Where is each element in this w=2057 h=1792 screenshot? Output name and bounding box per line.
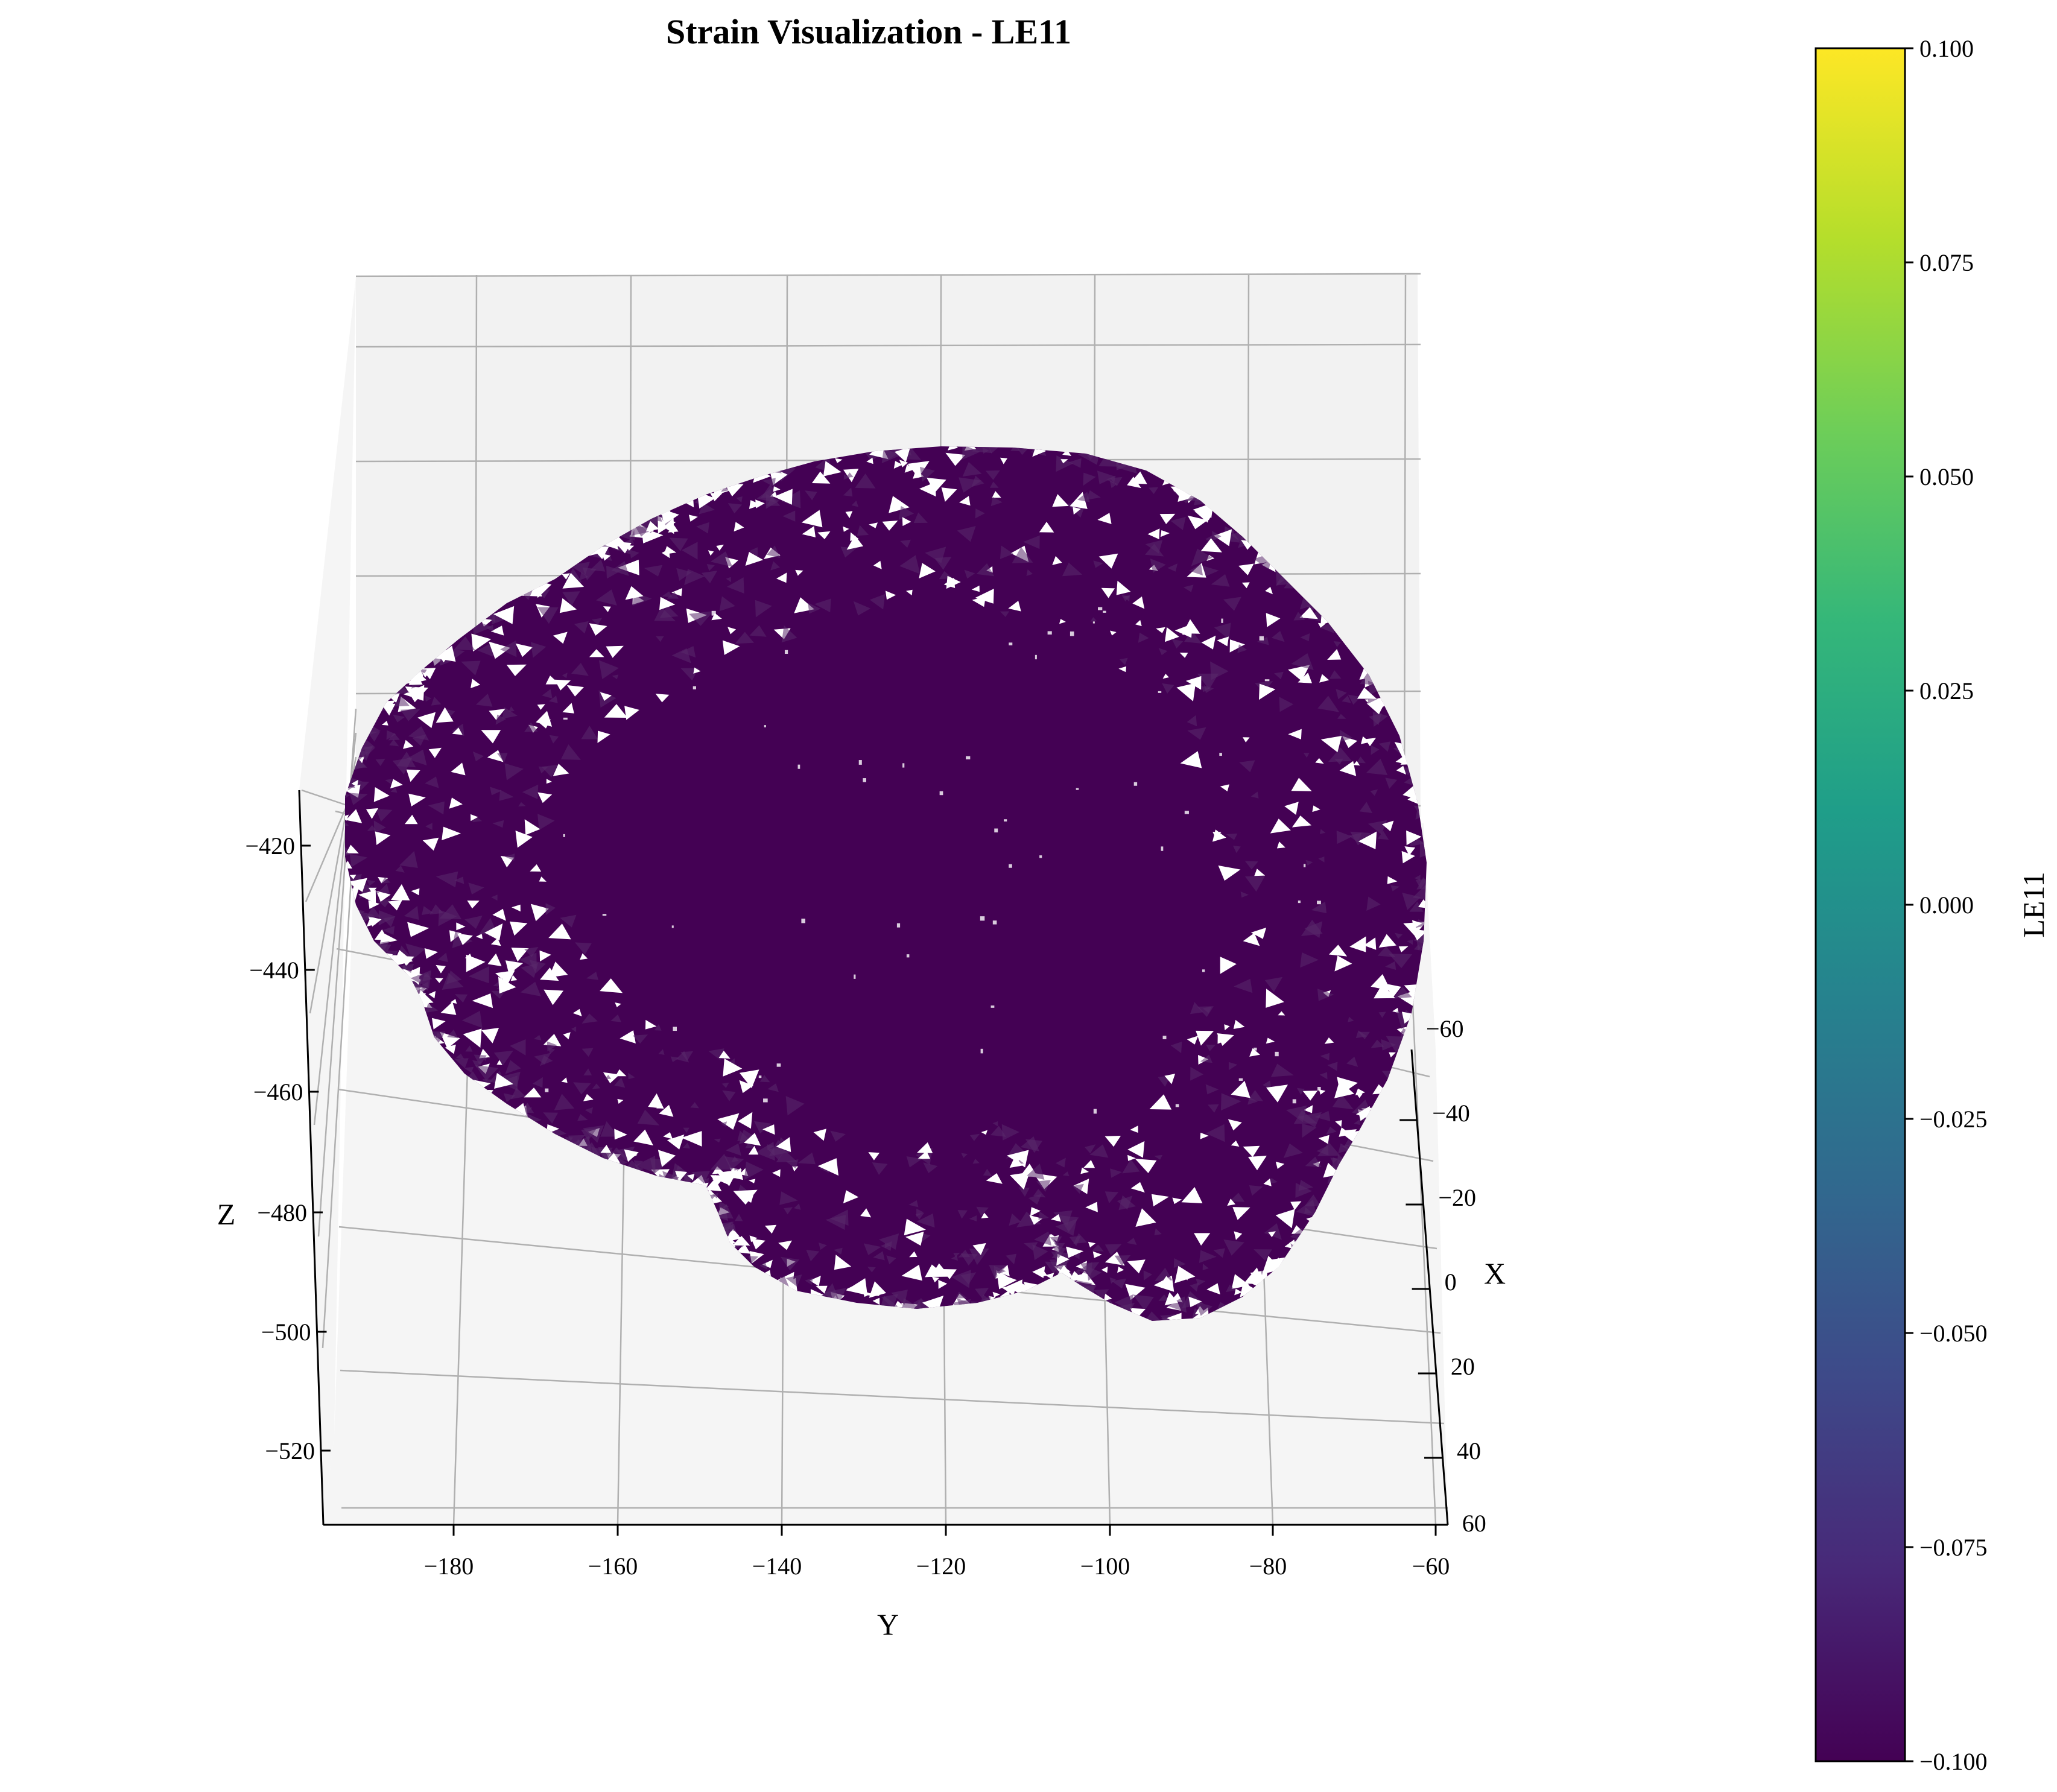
y-tick-label: −180	[424, 1553, 474, 1580]
x-tick-label: −60	[1426, 1015, 1464, 1042]
grid-line	[355, 343, 1421, 348]
colorbar-tick-label: 0.000	[1919, 891, 1974, 919]
x-tick-label: 40	[1457, 1437, 1481, 1464]
plot-3d: −420 −440 −460 −480 −500 −520 −180 −160 −140 −12…	[217, 273, 1506, 1641]
x-axis-line	[1410, 1049, 1449, 1525]
x-tick-label: −40	[1432, 1100, 1470, 1127]
z-axis-label: Z	[217, 1197, 236, 1231]
colorbar-label: LE11	[2017, 872, 2050, 937]
y-tick-label: −80	[1249, 1553, 1287, 1580]
x-axis-label: X	[1484, 1256, 1506, 1290]
axis-lines	[298, 790, 1449, 1526]
colorbar-tick-label: 0.075	[1919, 249, 1974, 276]
colorbar-tick-label: −0.025	[1919, 1106, 1988, 1133]
z-tick-label: −460	[253, 1078, 303, 1106]
y-tick-label: −160	[588, 1553, 638, 1580]
colorbar-tick-label: −0.075	[1919, 1534, 1988, 1561]
x-axis-ticks: −60 −40 −20 0 20 40 60	[1399, 1015, 1486, 1537]
colorbar-tick-label: −0.100	[1919, 1748, 1988, 1775]
grid-line	[340, 1369, 1445, 1425]
x-tick-label: 60	[1462, 1510, 1486, 1537]
grid-line	[1403, 274, 1407, 812]
chart-title: Strain Visualization - LE11	[666, 12, 1071, 51]
x-tick-label: 20	[1451, 1353, 1475, 1380]
z-axis-ticks: −420 −440 −460 −480 −500 −520	[245, 832, 331, 1464]
colorbar-tick-label: 0.050	[1919, 463, 1974, 490]
y-tick-label: −60	[1412, 1553, 1450, 1580]
grid-line	[355, 273, 1421, 277]
x-tick-label: −20	[1438, 1184, 1476, 1211]
colorbar: 0.100 0.075 0.050 0.025 0.000 −0.025 −0.050 −0.…	[1815, 35, 2050, 1775]
y-axis-ticks: −180 −160 −140 −120 −100 −80 −60	[424, 1525, 1450, 1580]
y-axis-label: Y	[877, 1607, 899, 1641]
z-tick-label: −520	[265, 1437, 315, 1464]
y-tick-label: −120	[916, 1553, 966, 1580]
y-tick-label: −100	[1080, 1553, 1130, 1580]
strain-surface	[345, 446, 1427, 1321]
z-tick-label: −440	[249, 957, 299, 984]
colorbar-tick-label: 0.025	[1919, 677, 1974, 704]
z-tick-label: −420	[245, 832, 295, 860]
colorbar-ticks: 0.100 0.075 0.050 0.025 0.000 −0.025 −0.050 −0.…	[1905, 35, 1988, 1775]
colorbar-tick-label: −0.050	[1919, 1320, 1988, 1347]
x-tick-label: 0	[1445, 1268, 1457, 1296]
z-tick-label: −500	[261, 1319, 311, 1346]
y-tick-label: −140	[752, 1553, 802, 1580]
z-tick-label: −480	[257, 1199, 307, 1226]
z-axis-line	[298, 790, 325, 1525]
colorbar-gradient	[1815, 47, 1906, 1762]
grid-line	[322, 799, 357, 1349]
colorbar-tick-label: 0.100	[1919, 35, 1974, 62]
